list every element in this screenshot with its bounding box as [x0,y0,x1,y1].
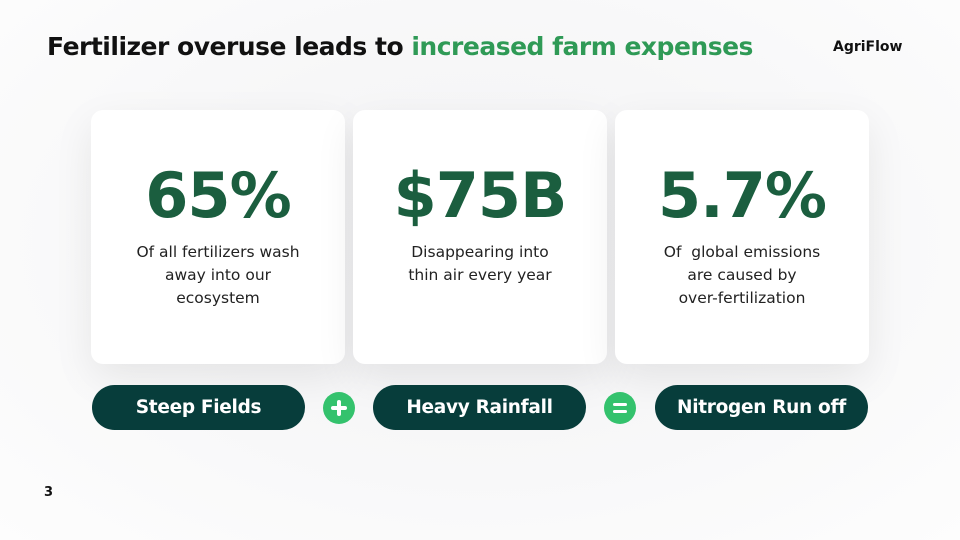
stat-card-fertilizer-washout: 65% Of all fertilizers wash away into ou… [91,110,345,364]
equation-term-heavy-rainfall: Heavy Rainfall [373,385,586,430]
stat-description-line: are caused by [687,266,797,284]
stat-description: Of global emissions are caused by over-f… [645,241,839,310]
plus-icon [323,392,355,424]
equation-result-nitrogen-runoff: Nitrogen Run off [655,385,868,430]
stat-value: $75B [393,159,568,232]
page-number: 3 [44,485,54,500]
stat-description-line: Of global emissions [663,243,821,261]
stat-description-line: thin air every year [408,266,552,284]
slide-title: Fertilizer overuse leads to increased fa… [47,32,753,61]
stat-description: Disappearing into thin air every year [383,241,577,287]
stat-description-line: Of all fertilizers wash [136,243,300,261]
stat-description: Of all fertilizers wash away into our ec… [121,241,315,310]
stat-description-line: away into our [164,266,272,284]
equals-icon [604,392,636,424]
equation-term-steep-fields: Steep Fields [92,385,305,430]
stat-card-global-emissions: 5.7% Of global emissions are caused by o… [615,110,869,364]
title-highlight: increased farm expenses [411,32,753,61]
stat-description-line: ecosystem [176,289,260,307]
title-prefix: Fertilizer overuse leads to [47,32,412,61]
stat-card-money-lost: $75B Disappearing into thin air every ye… [353,110,607,364]
stat-value: 5.7% [658,159,827,232]
stat-description-line: over-fertilization [678,289,806,307]
brand-logo: AgriFlow [833,39,903,55]
stat-value: 65% [145,159,291,232]
stat-description-line: Disappearing into [411,243,549,261]
